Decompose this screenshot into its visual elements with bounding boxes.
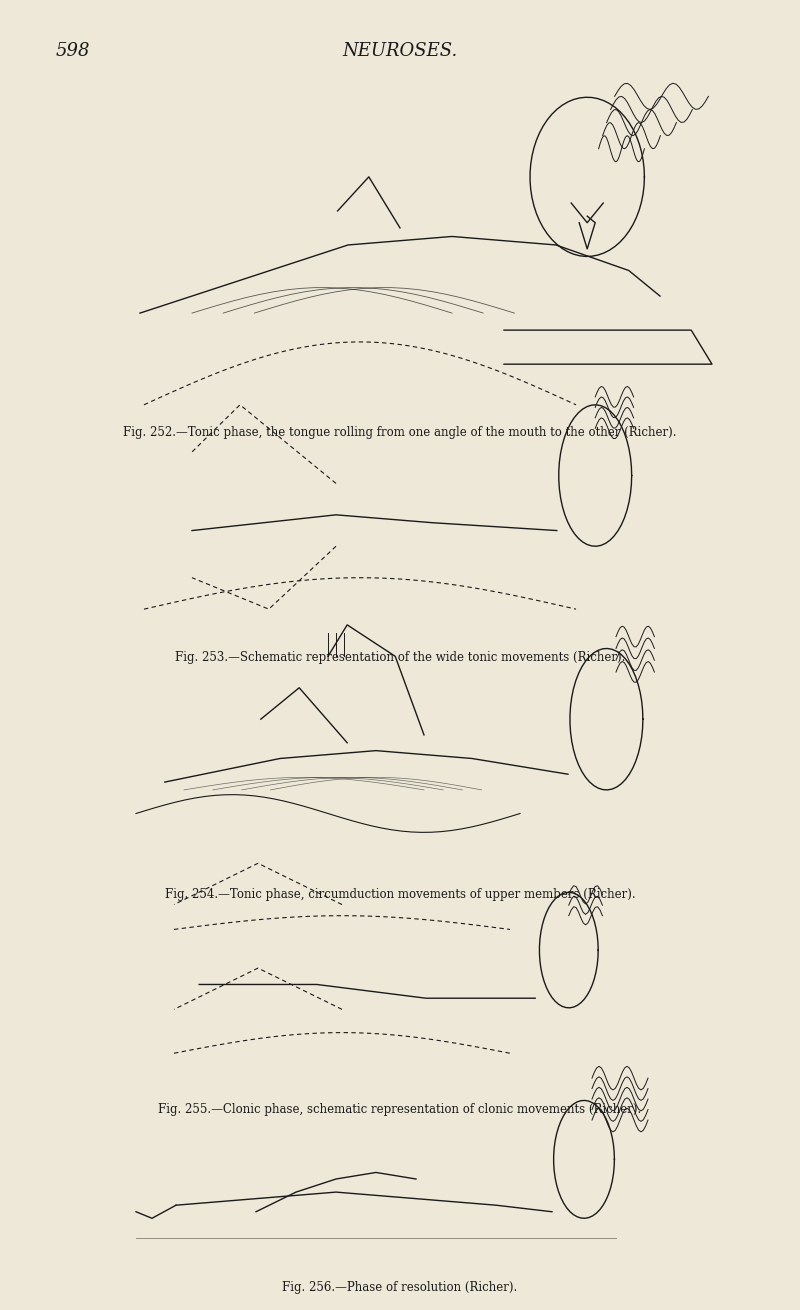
Text: Fig. 256.—Phase of resolution (Richer).: Fig. 256.—Phase of resolution (Richer). xyxy=(282,1281,518,1294)
Text: Fig. 255.—Clonic phase, schematic representation of clonic movements (Richer).: Fig. 255.—Clonic phase, schematic repres… xyxy=(158,1103,642,1116)
Text: Fig. 254.—Tonic phase, circumduction movements of upper members (Richer).: Fig. 254.—Tonic phase, circumduction mov… xyxy=(165,888,635,901)
Text: Fig. 253.—Schematic representation of the wide tonic movements (Richer).: Fig. 253.—Schematic representation of th… xyxy=(175,651,625,664)
Text: 598: 598 xyxy=(56,42,90,60)
Text: Fig. 252.—Tonic phase, the tongue rolling from one angle of the mouth to the oth: Fig. 252.—Tonic phase, the tongue rollin… xyxy=(123,426,677,439)
Text: NEUROSES.: NEUROSES. xyxy=(342,42,458,60)
